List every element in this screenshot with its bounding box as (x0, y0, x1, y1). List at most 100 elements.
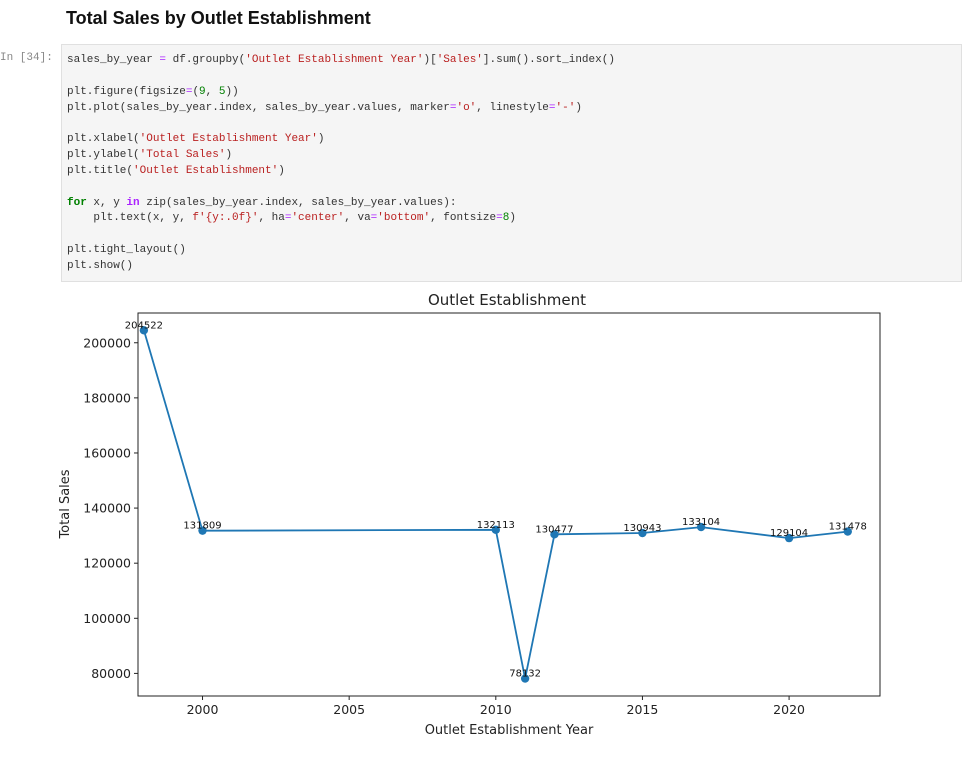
y-tick-label: 100000 (83, 611, 131, 626)
data-label: 130477 (535, 524, 573, 535)
data-point (520, 674, 530, 683)
code-token: ].sum().sort_index() (482, 54, 615, 66)
code-editor[interactable]: sales_by_year = df.groupby('Outlet Estab… (67, 53, 615, 275)
code-token: = (159, 54, 167, 66)
code-token: 'center' (291, 212, 345, 225)
code-line: plt.xlabel('Outlet Establishment Year') (67, 132, 615, 148)
code-token: plt.title( (67, 164, 134, 177)
line-chart: Outlet Establishment 80000 100000 120000 14… (58, 291, 881, 738)
y-tick-label: 180000 (83, 390, 131, 405)
code-token: ) (225, 149, 233, 162)
code-token: df.groupby( (166, 54, 246, 66)
code-token: = (548, 101, 556, 114)
code-token: '-' (555, 101, 576, 114)
code-token: plt.text(x, y, (67, 212, 193, 225)
code-line: for x, y in zip(sales_by_year.index, sal… (67, 196, 615, 212)
code-token: 'o' (456, 101, 477, 114)
code-token: ( (192, 85, 200, 98)
y-tick-label: 160000 (83, 445, 131, 460)
y-tick-label: 120000 (83, 556, 131, 571)
code-token: )[ (423, 54, 437, 66)
code-line (67, 116, 615, 132)
data-point (491, 525, 501, 535)
code-token: , va (344, 212, 371, 225)
x-tick-label: 2005 (333, 702, 365, 717)
code-token: 'Sales' (436, 54, 483, 66)
code-token: 5 (218, 85, 226, 98)
chart-title: Outlet Establishment (428, 291, 586, 309)
code-token: ) (575, 101, 582, 114)
code-token: = (185, 85, 193, 98)
code-line: plt.plot(sales_by_year.index, sales_by_y… (67, 101, 615, 117)
data-point (198, 526, 207, 535)
code-token: plt.tight_layout() (67, 244, 186, 257)
code-line: sales_by_year = df.groupby('Outlet Estab… (67, 53, 615, 69)
code-token: , linestyle (476, 101, 549, 114)
code-line: plt.figure(figsize=(9, 5)) (67, 85, 615, 101)
y-tick-label: 140000 (83, 501, 131, 516)
code-token: , fontsize (430, 212, 497, 225)
code-line (67, 227, 615, 243)
x-axis: 2000 2005 2010 2015 2020 (187, 696, 805, 717)
series-sales: 204522 131809 132113 78132 130477 130943 13310… (125, 320, 867, 683)
plot-area (137, 312, 881, 697)
data-point (784, 533, 794, 543)
code-token: zip(sales_by_year.index, sales_by_year.v… (139, 196, 457, 209)
code-token: , (205, 85, 219, 98)
cell-output: Outlet Establishment 80000 100000 120000 14… (52, 284, 962, 755)
code-token: for (67, 196, 87, 209)
x-tick-label: 2000 (187, 702, 219, 717)
code-token: = (496, 212, 503, 225)
data-label: 133104 (682, 517, 720, 528)
code-token: plt.plot(sales_by_year.index, sales_by_y… (67, 101, 450, 114)
code-token: 'Outlet Establishment Year' (139, 133, 318, 146)
code-line: plt.show() (67, 259, 615, 275)
y-tick-label: 80000 (91, 666, 131, 681)
code-line: plt.text(x, y, f'{y:.0f}', ha='center', … (67, 211, 615, 227)
code-line: plt.ylabel('Total Sales') (67, 148, 615, 164)
data-point (550, 530, 559, 539)
data-label: 130943 (623, 523, 661, 534)
x-tick-label: 2015 (627, 702, 659, 717)
section-heading: Total Sales by Outlet Establishment (66, 8, 371, 28)
code-line: plt.tight_layout() (67, 243, 615, 259)
code-line: plt.title('Outlet Establishment') (67, 164, 615, 180)
code-token: x, y (86, 196, 127, 209)
code-token: 'Total Sales' (139, 149, 226, 162)
data-label: 132113 (477, 520, 515, 531)
x-axis-label: Outlet Establishment Year (425, 723, 594, 738)
data-label: 131809 (183, 521, 221, 532)
x-tick-label: 2010 (480, 702, 512, 717)
code-token: in (126, 196, 140, 209)
code-token: plt.figure(figsize (67, 85, 186, 98)
code-token: plt.ylabel( (67, 149, 140, 162)
data-point (139, 326, 149, 335)
code-token: , ha (258, 212, 285, 225)
data-point (696, 522, 706, 532)
data-label: 131478 (829, 522, 867, 533)
code-token: 'Outlet Establishment' (133, 164, 279, 177)
y-tick-label: 200000 (83, 335, 131, 350)
code-token: ) (509, 212, 516, 225)
code-token: = (370, 212, 378, 225)
data-label: 129104 (770, 528, 808, 539)
code-token: = (284, 212, 292, 225)
code-token: plt.show() (67, 259, 134, 272)
code-token: plt.xlabel( (67, 133, 140, 146)
data-point (843, 527, 852, 536)
code-token: 8 (502, 212, 510, 225)
x-tick-label: 2020 (773, 702, 805, 717)
code-token: )) (225, 85, 239, 98)
y-axis: 80000 100000 120000 140000 160000 180000 20000… (83, 335, 138, 681)
data-point (638, 528, 647, 538)
code-cell[interactable]: sales_by_year = df.groupby('Outlet Estab… (61, 44, 962, 282)
data-label: 78132 (509, 669, 541, 680)
code-token: 'bottom' (377, 212, 431, 225)
series-line (143, 330, 848, 679)
code-token: ) (317, 133, 325, 146)
code-line (67, 180, 615, 196)
code-token: sales_by_year (67, 54, 160, 66)
code-token: 9 (199, 85, 206, 98)
data-label: 204522 (125, 320, 163, 331)
code-token: 'Outlet Establishment Year' (245, 54, 424, 66)
